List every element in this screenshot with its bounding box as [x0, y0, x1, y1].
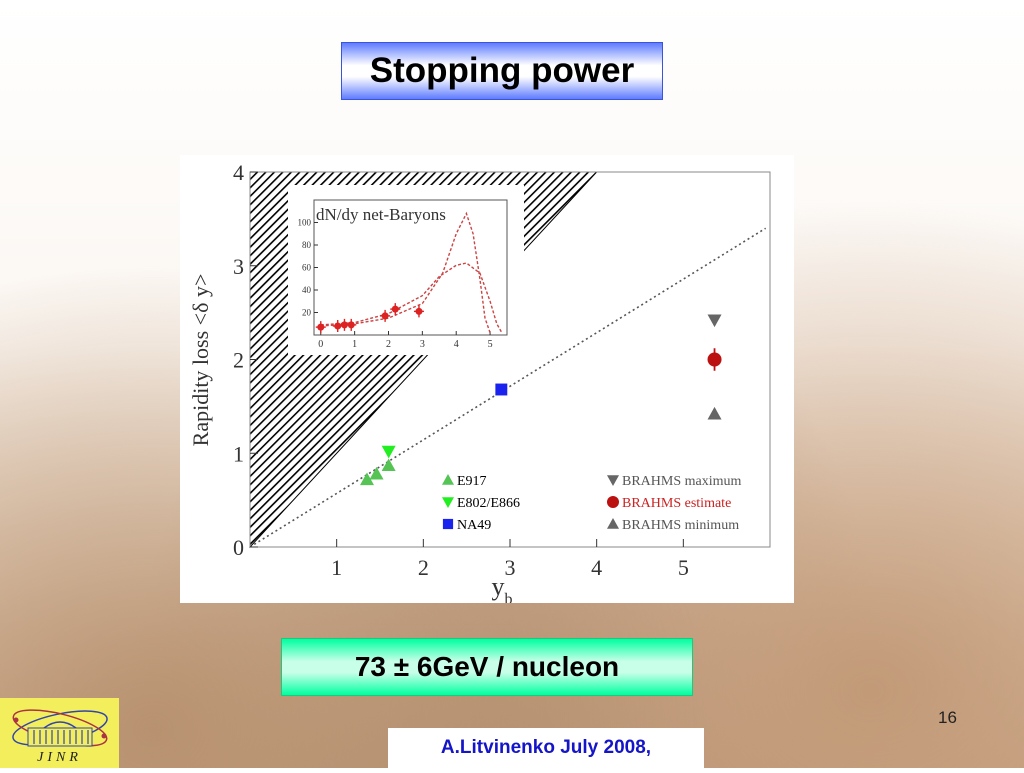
- data-point: [495, 383, 508, 396]
- y-tick-label: 0: [233, 535, 244, 560]
- data-point: [707, 406, 722, 420]
- page-number: 16: [938, 708, 957, 727]
- data-point: [707, 352, 722, 367]
- footer-credit: A.Litvinenko July 2008,: [388, 728, 704, 768]
- legend-label: NA49: [457, 518, 491, 533]
- inset-data-point: [415, 307, 423, 315]
- inset-data-point: [317, 323, 325, 331]
- inset-x-tick-label: 2: [386, 339, 391, 350]
- jinr-logo: JINR: [0, 698, 119, 768]
- x-tick-label: 1: [331, 555, 342, 580]
- inset-y-tick-label: 60: [302, 263, 312, 273]
- data-point: [707, 314, 722, 328]
- y-tick-label: 3: [233, 254, 244, 279]
- legend-label: E802/E866: [457, 496, 520, 511]
- beam-energy-label: 73 ± 6GeV / nucleon: [281, 638, 693, 696]
- data-point: [381, 458, 396, 472]
- reference-line: [249, 227, 767, 548]
- legend-label: BRAHMS minimum: [622, 518, 739, 533]
- inset-x-tick-label: 0: [318, 339, 323, 350]
- inset-data-point: [340, 321, 348, 329]
- y-axis-label: Rapidity loss <δ y>: [188, 274, 213, 447]
- inset-data-point: [381, 312, 389, 320]
- x-tick-label: 2: [418, 555, 429, 580]
- data-point: [381, 445, 396, 459]
- x-tick-label: 3: [505, 555, 516, 580]
- inset-curve: [320, 262, 503, 334]
- legend-marker: [607, 475, 619, 486]
- slide-title: Stopping power: [341, 42, 663, 100]
- inset-x-tick-label: 1: [352, 339, 357, 350]
- x-tick-label: 4: [591, 555, 602, 580]
- inset-x-tick-label: 3: [420, 339, 425, 350]
- inset-x-tick-label: 5: [488, 339, 493, 350]
- legend-label: BRAHMS estimate: [622, 496, 731, 511]
- legend-marker: [442, 518, 454, 530]
- inset-y-tick-label: 80: [302, 240, 312, 250]
- legend-marker: [607, 518, 619, 529]
- legend-marker: [607, 496, 619, 508]
- inset-data-point: [391, 305, 399, 313]
- x-tick-label: 5: [678, 555, 689, 580]
- y-tick-label: 4: [233, 160, 244, 185]
- legend-label: E917: [457, 474, 487, 489]
- y-tick-label: 1: [233, 441, 244, 466]
- jinr-emblem-icon: [12, 709, 108, 747]
- inset-y-tick-label: 40: [302, 285, 312, 295]
- y-tick-label: 2: [233, 348, 244, 373]
- inset-curve: [320, 211, 491, 334]
- inset-data-point: [347, 321, 355, 329]
- inset-background: [288, 185, 524, 355]
- inset-data-point: [334, 322, 342, 330]
- chart-panel: 1 2 3 4 5 0 1 2 3 4 yb Rapidity loss <δ y> E917 E802/…: [180, 155, 794, 603]
- inset-title: dN/dy net-Baryons: [316, 205, 446, 224]
- inset-y-tick-label: 100: [298, 218, 312, 228]
- inset-y-tick-label: 20: [302, 308, 312, 318]
- legend-marker: [442, 474, 454, 485]
- inset-x-tick-label: 4: [454, 339, 459, 350]
- data-point: [369, 466, 384, 480]
- legend-marker: [442, 497, 454, 508]
- data-point: [360, 472, 374, 486]
- legend-label: BRAHMS maximum: [622, 474, 742, 489]
- jinr-logo-text: JINR: [37, 750, 82, 765]
